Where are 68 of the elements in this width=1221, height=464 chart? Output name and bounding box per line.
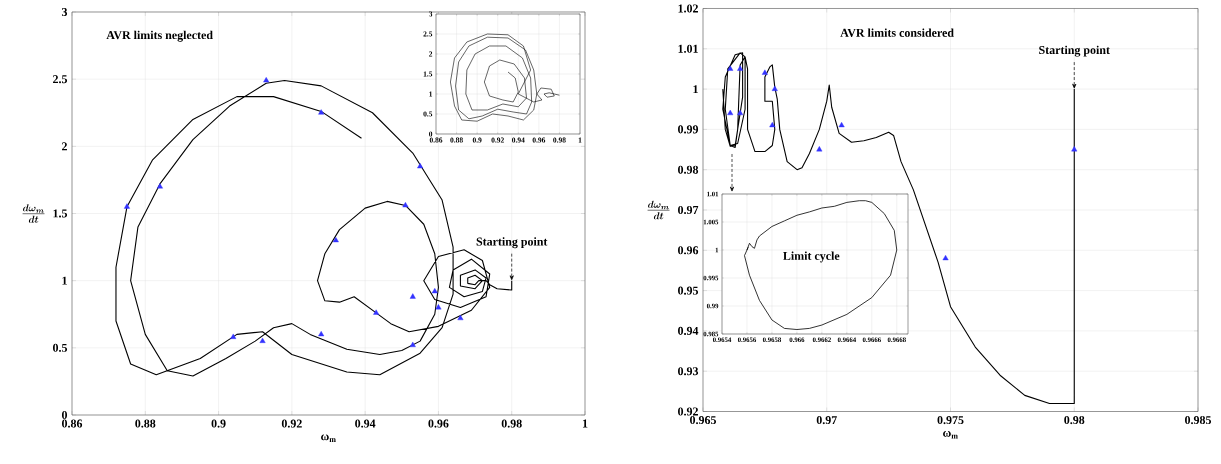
y-tick-label: 0.97 (678, 205, 699, 215)
point (771, 85, 778, 91)
y-tick-label: 1.02 (678, 4, 698, 13)
y-tick-label: 1 (62, 276, 67, 285)
point (409, 341, 416, 347)
y-tick-label: 0.95 (678, 286, 699, 295)
point (318, 331, 325, 337)
point (816, 146, 823, 152)
y-axis-title: $\boldsymbol{\frac{d\omega_{m}}{dt}}$ (22, 204, 45, 223)
x-tick-label: 0.965 (690, 416, 717, 425)
y-tick-label: 1.5 (53, 209, 68, 218)
point (1071, 146, 1078, 152)
x-tick-label: 1 (582, 419, 588, 428)
point (230, 333, 237, 339)
x-tick-label: 0.94 (355, 419, 376, 428)
point (838, 121, 845, 128)
annotation: Starting point (1039, 45, 1110, 57)
x-tick-label: 0.98 (1064, 416, 1085, 425)
x-axis-title: ω$_{m}$ (943, 430, 958, 439)
y-tick-label: 0.98 (678, 165, 699, 174)
y-tick-label: 0.94 (678, 326, 699, 335)
line-series (450, 33, 560, 122)
point (761, 69, 768, 75)
point (727, 65, 734, 71)
point (373, 309, 380, 315)
point (727, 109, 734, 116)
point (457, 314, 464, 321)
point (332, 236, 339, 243)
x-tick-label: 0.985 (1185, 416, 1212, 425)
point (942, 254, 949, 261)
point (435, 304, 442, 310)
y-tick-label: 0.93 (678, 367, 699, 376)
y-tick-label: 0.92 (678, 407, 698, 416)
x-tick-label: 0.975 (937, 416, 964, 425)
point (124, 203, 130, 209)
y-tick-label: 1 (693, 85, 698, 94)
annotation: Limit cycle (783, 251, 840, 263)
x-tick-label: 0.88 (135, 419, 156, 428)
y-tick-label: 3 (61, 7, 68, 16)
line-series (744, 200, 898, 330)
x-tick-label: 0.97 (816, 416, 837, 425)
point (769, 121, 776, 128)
point (263, 77, 270, 83)
annotation: Starting point (476, 237, 548, 249)
y-axis-title: $\boldsymbol{\frac{d\omega_{m}}{dt}}$ (647, 200, 670, 220)
point (259, 337, 266, 343)
y-tick-label: 0.96 (678, 246, 699, 255)
point (318, 109, 325, 115)
point (156, 183, 163, 189)
y-tick-label: 1.01 (678, 44, 698, 53)
x-tick-label: 0.86 (61, 419, 83, 428)
x-axis-title: ω$_{m}$ (321, 434, 336, 442)
point (409, 293, 416, 299)
annotation: AVR limits considered (840, 28, 954, 37)
x-tick-label: 0.92 (281, 419, 302, 428)
point (737, 65, 744, 71)
point (417, 163, 424, 169)
y-tick-label: 0.99 (678, 125, 699, 134)
y-tick-label: 2 (62, 142, 67, 151)
x-tick-label: 0.98 (501, 419, 522, 428)
point (737, 109, 744, 116)
y-tick-label: 0.5 (52, 343, 68, 352)
y-tick-label: 2.5 (53, 75, 68, 84)
point (402, 202, 409, 208)
x-tick-label: 0.9 (211, 419, 226, 428)
y-tick-label: 0 (61, 410, 68, 420)
point (431, 288, 438, 294)
annotation: AVR limits neglected (106, 30, 213, 42)
